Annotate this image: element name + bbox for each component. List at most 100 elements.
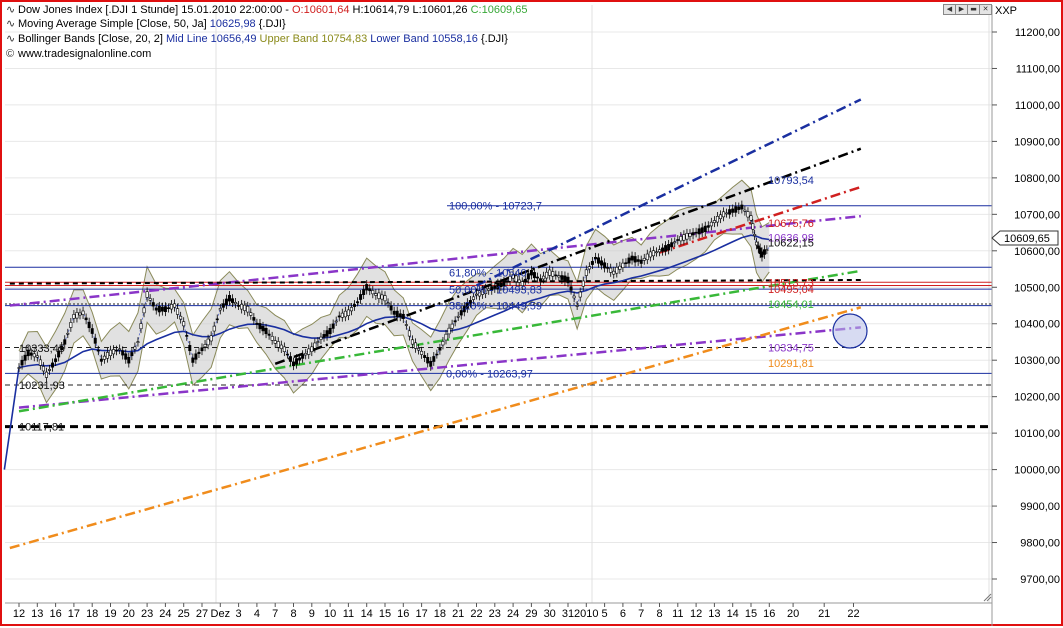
candle-body: [78, 312, 82, 316]
level-label: 10793,54: [768, 175, 814, 187]
candle-body: [459, 310, 463, 316]
candle-body: [572, 295, 576, 299]
candle-body: [234, 302, 238, 305]
candle-body: [255, 322, 259, 325]
candle-body: [484, 287, 488, 294]
candle-body: [285, 353, 289, 356]
candle-body: [163, 306, 167, 313]
x-tick-label: 11: [672, 608, 683, 620]
candle-body: [630, 255, 634, 261]
y-tick-label: 10600,00: [1014, 246, 1060, 258]
candle-body: [23, 354, 27, 361]
candle-body: [581, 280, 585, 287]
candle-body: [715, 216, 719, 223]
x-tick-label: 22: [847, 608, 859, 620]
candle-body: [429, 360, 433, 367]
resize-grip-icon[interactable]: [983, 593, 992, 602]
candle-body: [246, 305, 250, 313]
level-label: 10513,73: [768, 277, 814, 289]
candle-body: [688, 233, 692, 237]
candle-body: [51, 362, 55, 368]
candle-body: [743, 209, 747, 212]
x-tick-label: 7: [272, 608, 278, 620]
x-tick-label: 7: [638, 608, 644, 620]
candle-body: [535, 276, 539, 279]
close-button[interactable]: ✕: [979, 4, 992, 15]
candle-body: [386, 302, 390, 305]
candle-body: [502, 280, 506, 287]
candle-body: [240, 304, 244, 310]
candle-body: [760, 251, 764, 258]
candle-body: [508, 276, 512, 282]
price-series: [17, 200, 769, 382]
candle-body: [569, 286, 573, 291]
candle-body: [194, 353, 198, 360]
x-tick-label: 24: [507, 608, 519, 620]
fib-label: 100,00% - 10723,7: [449, 201, 542, 213]
candle-body: [520, 281, 524, 286]
fib-label: 50,00% - 10493,83: [449, 285, 542, 297]
candle-body: [410, 339, 414, 345]
y-axis: 11200,00 11100,00 11000,00 10900,00 10800,00…: [992, 27, 1060, 586]
candle-body: [600, 260, 604, 266]
x-tick-label: 16: [397, 608, 409, 620]
candle-body: [722, 211, 726, 218]
candle-body: [371, 290, 375, 295]
candle-body: [545, 271, 549, 279]
trendline: [475, 98, 862, 287]
candle-body: [185, 335, 189, 337]
candle-body: [362, 289, 366, 295]
candle-body: [368, 288, 372, 292]
candle-body: [557, 275, 561, 278]
candle-body: [160, 306, 164, 312]
candle-body: [212, 325, 216, 332]
trendline: [18, 269, 862, 413]
level-label: 10333,45: [19, 343, 65, 355]
instrument-name: Dow Jones Index [.DJI 1 Stunde] 15.01.20…: [18, 4, 292, 16]
source-link[interactable]: www.tradesignalonline.com: [18, 48, 152, 60]
candle-body: [426, 357, 430, 364]
y-tick-label: 10500,00: [1014, 282, 1060, 294]
fib-label: 0,00% - 10263,97: [446, 368, 533, 380]
bb-lower: Lower Band 10558,16: [367, 33, 478, 45]
candle-body: [148, 298, 152, 301]
candle-body: [697, 228, 701, 235]
last-price-marker: 10609,65: [991, 230, 1059, 246]
level-label: 10291,81: [768, 358, 814, 370]
candle-body: [389, 305, 393, 311]
candle-body: [703, 225, 707, 233]
candle-body: [636, 259, 640, 262]
candle-body: [401, 313, 405, 319]
candle-body: [90, 328, 94, 334]
candle-body: [264, 327, 268, 335]
trendline: [659, 185, 862, 254]
candle-body: [609, 267, 613, 273]
indicator-icon: ∿: [6, 18, 16, 30]
candle-body: [762, 249, 766, 255]
low-value: L:10601,26: [409, 4, 468, 16]
candle-body: [319, 336, 323, 340]
x-tick-label: 5: [602, 608, 608, 620]
candle-body: [298, 357, 302, 361]
candle-body: [346, 309, 350, 317]
x-tick-label: 16: [763, 608, 775, 620]
candle-body: [654, 251, 658, 254]
candle-body: [47, 369, 51, 371]
candle-body: [374, 293, 378, 296]
candle-body: [154, 307, 158, 311]
candle-body: [621, 262, 625, 268]
candle-body: [359, 294, 363, 300]
copyright-icon: ©: [6, 48, 15, 60]
candle-body: [112, 349, 116, 355]
candle-body: [182, 321, 186, 327]
x-tick-label: 14: [361, 608, 373, 620]
candle-body: [661, 247, 665, 252]
candle-body: [539, 278, 543, 282]
x-tick-label: 12: [690, 608, 702, 620]
candle-body: [511, 274, 515, 279]
bb-upper: Upper Band 10754,83: [256, 33, 368, 45]
candle-body: [691, 232, 695, 236]
ma-name: Moving Average Simple [Close, 50, Ja]: [18, 18, 210, 30]
x-tick-label: 11: [343, 608, 354, 620]
